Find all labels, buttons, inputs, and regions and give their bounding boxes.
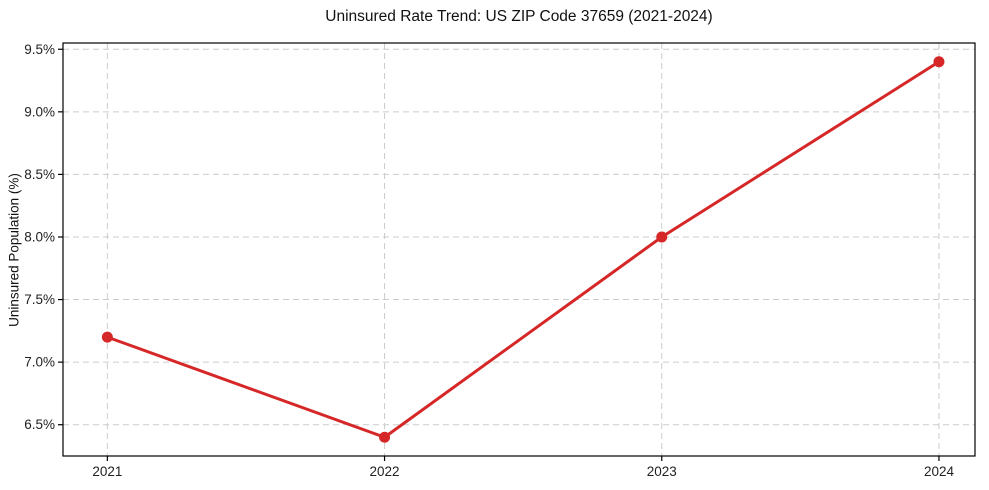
y-tick-label: 7.5% (24, 292, 55, 307)
data-point-2021 (101, 331, 113, 343)
trend-line (105, 60, 941, 439)
x-tick-label: 2024 (924, 464, 955, 479)
axes-spine-box (62, 42, 976, 457)
x-tick-label: 2022 (370, 464, 400, 479)
x-tick-label: 2023 (647, 464, 677, 479)
data-point-2023 (656, 231, 668, 243)
data-point-2022 (379, 431, 391, 443)
y-tick-label: 7.0% (24, 355, 55, 370)
y-tick-label: 9.0% (24, 104, 55, 119)
chart-title: Uninsured Rate Trend: US ZIP Code 37659 … (325, 8, 713, 25)
y-tick-label: 8.5% (24, 167, 55, 182)
y-tick-label: 9.5% (24, 42, 55, 57)
y-tick-label: 6.5% (24, 417, 55, 432)
y-tick-label: 8.0% (24, 229, 55, 244)
x-tick-label: 2021 (92, 464, 122, 479)
data-point-2024 (933, 56, 945, 68)
